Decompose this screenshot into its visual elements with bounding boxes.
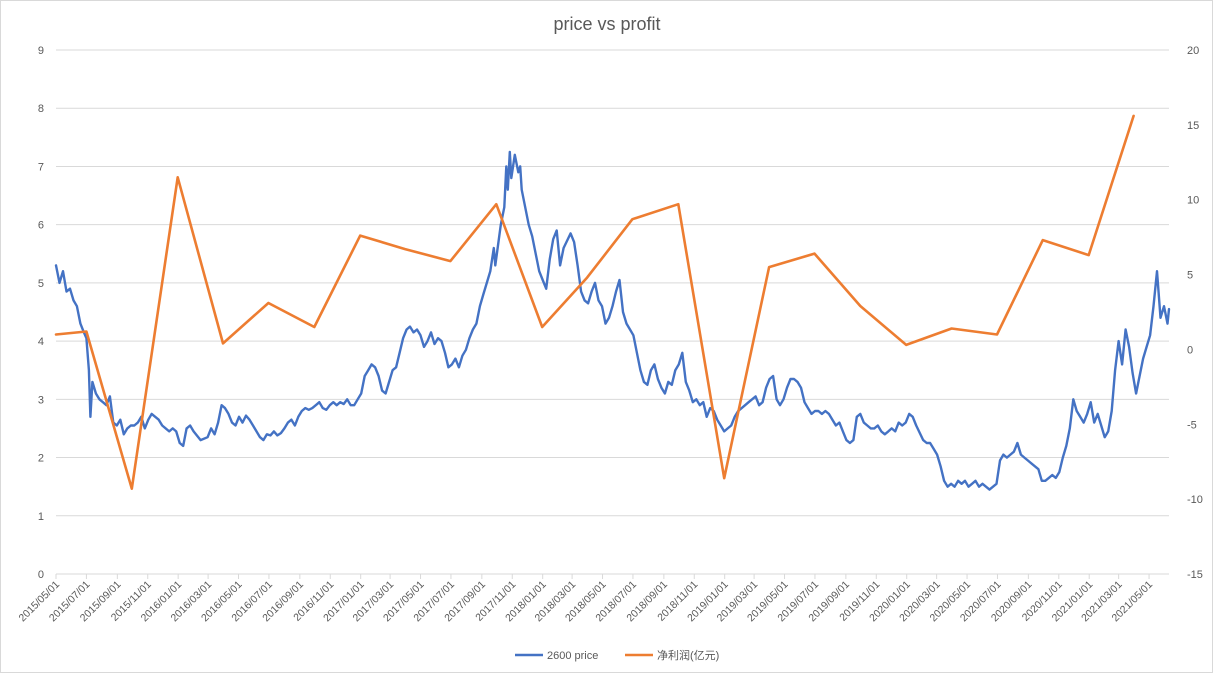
right-axis-tick-label: -10 (1187, 494, 1203, 506)
left-axis-tick-label: 2 (38, 453, 44, 465)
right-axis-tick-label: 0 (1187, 344, 1193, 356)
right-axis-ticks: -15 -10 -5 0 5 10 15 20 (1187, 45, 1203, 581)
left-axis-tick-label: 6 (38, 220, 44, 232)
legend-label: 净利润(亿元) (657, 648, 719, 662)
right-axis-tick-label: -15 (1187, 569, 1203, 581)
left-axis-tick-label: 8 (38, 103, 44, 115)
chart-title: price vs profit (553, 14, 660, 34)
left-axis-tick-label: 7 (38, 161, 44, 173)
left-axis-tick-label: 3 (38, 394, 44, 406)
right-axis-tick-label: 15 (1187, 120, 1199, 132)
left-axis-tick-label: 0 (38, 569, 44, 581)
legend-label: 2600 price (547, 650, 598, 662)
legend: 2600 price 净利润(亿元) (515, 648, 719, 662)
right-axis-tick-label: 5 (1187, 270, 1193, 282)
left-axis-tick-label: 1 (38, 511, 44, 523)
right-axis-tick-label: -5 (1187, 419, 1197, 431)
right-axis-tick-label: 10 (1187, 195, 1199, 207)
series-layer (54, 114, 1171, 491)
left-axis-tick-label: 9 (38, 45, 44, 57)
series-line-profit (54, 114, 1135, 490)
series-line-price (54, 150, 1171, 491)
left-axis-ticks: 0 1 2 3 4 5 6 7 8 9 (38, 45, 44, 581)
gridlines (56, 49, 1169, 575)
right-axis-tick-label: 20 (1187, 45, 1199, 57)
x-axis-ticks: 2015/05/012015/07/012015/09/012015/11/01… (16, 574, 1155, 624)
left-axis-tick-label: 4 (38, 336, 44, 348)
left-axis-tick-label: 5 (38, 278, 44, 290)
